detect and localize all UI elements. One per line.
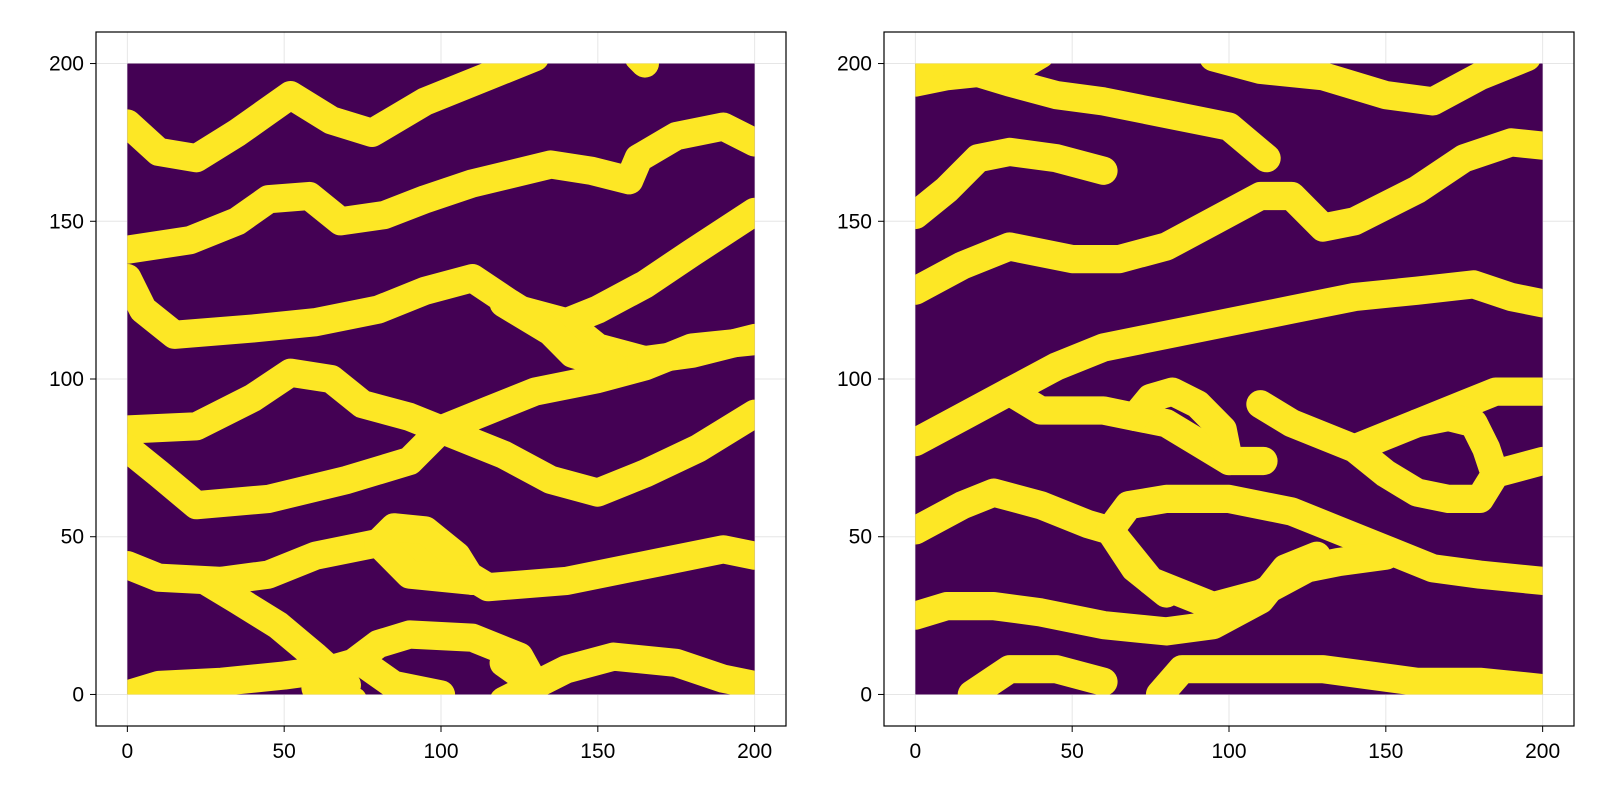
channel-band-7: [489, 289, 628, 381]
channel-band-9: [364, 513, 487, 595]
channel-band-14: [348, 648, 456, 695]
x-tick-label: 100: [1211, 740, 1246, 763]
channel-band-2: [1200, 63, 1540, 116]
y-tick-label: 100: [49, 368, 84, 391]
channel-band-1: [915, 63, 1052, 91]
channel-band-16: [1145, 655, 1543, 695]
channel-band-5: [127, 327, 755, 520]
channel-band-12: [127, 620, 755, 695]
channel-band-4: [915, 128, 1543, 305]
channel-band-7: [1120, 377, 1244, 476]
channel-band-13: [301, 674, 366, 695]
x-tick-label: 50: [1061, 740, 1084, 763]
x-tick-label: 150: [580, 740, 615, 763]
channel-band-15: [489, 648, 550, 695]
channel-band-8: [1246, 390, 1543, 513]
channel-band-11: [915, 478, 1543, 595]
y-tick-label: 0: [72, 683, 84, 706]
y-tick-label: 150: [49, 210, 84, 233]
x-tick-label: 200: [1525, 740, 1560, 763]
y-tick-label: 100: [837, 368, 872, 391]
channel-band-0: [915, 63, 1281, 173]
x-tick-label: 50: [273, 740, 296, 763]
y-tick-label: 200: [49, 53, 84, 76]
channel-band-14: [915, 541, 1331, 646]
channel-band-10: [1403, 402, 1507, 482]
x-tick-label: 150: [1368, 740, 1403, 763]
y-tick-label: 150: [837, 210, 872, 233]
right-heatmap-panel: 0 50 100 150 200 0 50 100 150 200: [837, 31, 1575, 763]
left-heatmap-panel: 0 50 100 150 200 0 50 100 150 200: [49, 31, 787, 763]
channel-band-10: [364, 528, 487, 595]
x-tick-label: 200: [737, 740, 772, 763]
channel-band-0: [127, 63, 548, 173]
x-tick-label: 0: [910, 740, 922, 763]
channel-layer: [127, 63, 755, 695]
y-tick-label: 50: [849, 526, 872, 549]
channel-layer: [915, 63, 1543, 695]
x-tick-label: 0: [122, 740, 134, 763]
channel-band-3: [915, 137, 1118, 230]
y-tick-label: 50: [61, 526, 84, 549]
x-tick-label: 100: [423, 740, 458, 763]
y-tick-label: 0: [860, 683, 872, 706]
y-tick-label: 200: [837, 53, 872, 76]
channel-band-2: [127, 112, 755, 264]
channel-band-15: [957, 655, 1118, 695]
channel-band-1: [626, 63, 659, 78]
